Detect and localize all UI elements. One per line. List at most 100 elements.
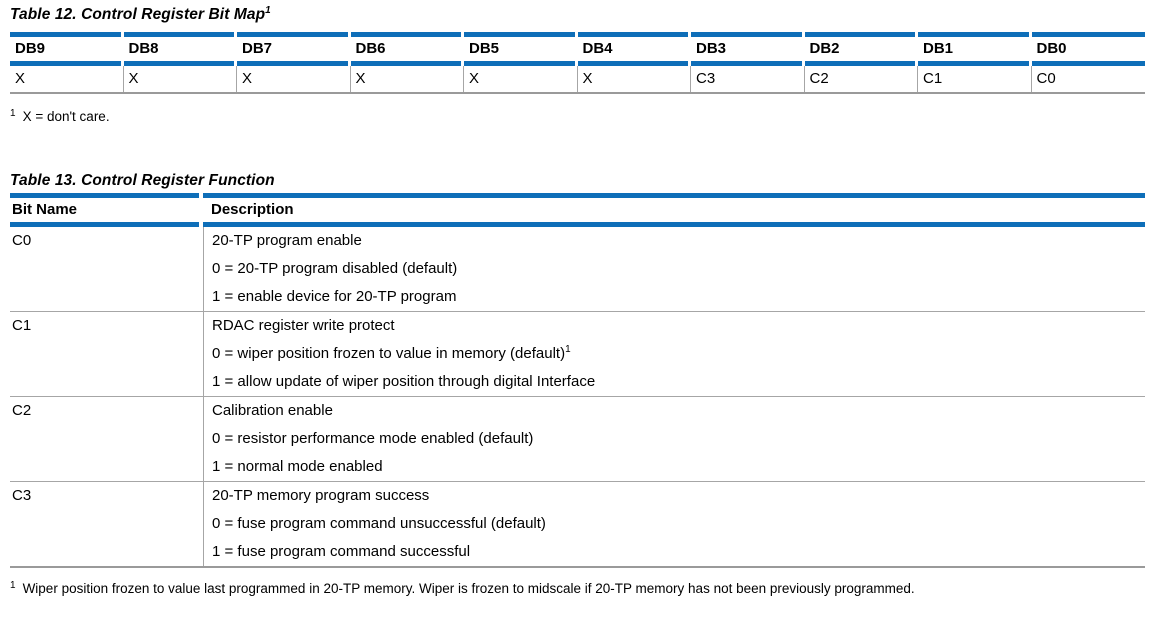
- bit-name-cell: C2: [12, 402, 32, 419]
- bit-name-cell: C3: [12, 487, 32, 504]
- blue-rule: [918, 61, 1029, 66]
- description-cell: RDAC register write protect 0 = wiper po…: [203, 312, 1145, 396]
- description-line: RDAC register write protect: [212, 317, 395, 334]
- bit-value-cell: X: [124, 66, 237, 92]
- bitmap-column: DB2 C2: [804, 32, 918, 92]
- bitmap-column: DB1 C1: [918, 32, 1032, 92]
- datasheet-page: Table 12. Control Register Bit Map1 DB9 …: [10, 4, 1145, 598]
- bitmap-column: DB9 X: [10, 32, 124, 92]
- bitmap-column: DB0 C0: [1031, 32, 1145, 92]
- description-line: 0 = resistor performance mode enabled (d…: [212, 430, 534, 447]
- column-header: Bit Name: [12, 201, 78, 218]
- blue-rule: [237, 32, 348, 37]
- bit-value-cell: C2: [805, 66, 918, 92]
- bit-value-cell: X: [351, 66, 464, 92]
- control-register-function-table: Bit Name Description C0 20-TP program en…: [10, 193, 1145, 568]
- table-13-title: Table 13. Control Register Function: [10, 172, 1145, 190]
- bit-value-cell: C3: [691, 66, 805, 92]
- blue-rule: [577, 61, 688, 66]
- blue-rule: [203, 193, 1145, 198]
- description-cell: 20-TP program enable 0 = 20-TP program d…: [203, 227, 1145, 311]
- table-row: C2 Calibration enable 0 = resistor perfo…: [10, 397, 1145, 482]
- column-header: DB5: [469, 40, 500, 57]
- description-header-column: Description: [203, 193, 1145, 227]
- description-line: 0 = fuse program command unsuccessful (d…: [212, 515, 546, 532]
- table-row: C3 20-TP memory program success 0 = fuse…: [10, 482, 1145, 568]
- blue-rule: [1031, 32, 1145, 37]
- function-table-header: Bit Name Description: [10, 193, 1145, 227]
- column-header: DB4: [582, 40, 613, 57]
- blue-rule: [804, 61, 915, 66]
- column-header: DB0: [1036, 40, 1067, 57]
- table-12-title-text: Table 12. Control Register Bit Map: [10, 6, 266, 23]
- blue-rule: [1031, 61, 1145, 66]
- table-12-title-superscript: 1: [265, 4, 271, 16]
- blue-rule: [464, 32, 575, 37]
- description-line: 1 = allow update of wiper position throu…: [212, 373, 596, 390]
- description-line: 1 = fuse program command successful: [212, 543, 471, 560]
- blue-rule: [464, 61, 575, 66]
- table-12-section: Table 12. Control Register Bit Map1 DB9 …: [10, 4, 1145, 126]
- table-row: C1 RDAC register write protect 0 = wiper…: [10, 312, 1145, 397]
- description-line: 1 = normal mode enabled: [212, 458, 383, 475]
- footnote-text: Wiper position frozen to value last prog…: [22, 581, 915, 596]
- bit-value-cell: X: [578, 66, 691, 92]
- blue-rule: [203, 222, 1145, 227]
- blue-rule: [123, 61, 234, 66]
- blue-rule: [918, 32, 1029, 37]
- bit-name-cell: C0: [12, 232, 32, 249]
- bit-value-cell: X: [237, 66, 351, 92]
- table-13-footnote: 1 Wiper position frozen to value last pro…: [10, 580, 1145, 598]
- column-header: Description: [211, 201, 294, 218]
- footnote-text: X = don't care.: [22, 109, 110, 124]
- table-row: C0 20-TP program enable 0 = 20-TP progra…: [10, 227, 1145, 312]
- description-line: 20-TP memory program success: [212, 487, 430, 504]
- blue-rule: [10, 222, 199, 227]
- bit-value-cell: X: [464, 66, 578, 92]
- column-header: DB7: [242, 40, 273, 57]
- blue-rule: [123, 32, 234, 37]
- table-13-title-text: Table 13. Control Register Function: [10, 172, 275, 189]
- footnote-reference: 1: [565, 344, 571, 355]
- bitmap-column: DB8 X: [123, 32, 237, 92]
- description-line: 20-TP program enable: [212, 232, 362, 249]
- description-line: 0 = wiper position frozen to value in me…: [212, 340, 1145, 368]
- blue-rule: [691, 61, 802, 66]
- bit-value-cell: C1: [918, 66, 1032, 92]
- description-cell: 20-TP memory program success 0 = fuse pr…: [203, 482, 1145, 566]
- blue-rule: [10, 61, 121, 66]
- blue-rule: [350, 32, 461, 37]
- table-13-section: Table 13. Control Register Function Bit …: [10, 172, 1145, 598]
- column-header: DB3: [696, 40, 727, 57]
- table-12-title: Table 12. Control Register Bit Map1: [10, 4, 1145, 24]
- footnote-marker: 1: [10, 107, 16, 119]
- bit-name-header-column: Bit Name: [10, 193, 203, 227]
- column-header: DB8: [128, 40, 159, 57]
- column-header: DB6: [355, 40, 386, 57]
- column-header: DB1: [923, 40, 954, 57]
- footnote-marker: 1: [10, 579, 16, 591]
- description-line: 0 = 20-TP program disabled (default): [212, 260, 458, 277]
- control-register-bitmap-table: DB9 X DB8 X DB7 X DB6 X: [10, 32, 1145, 94]
- description-cell: Calibration enable 0 = resistor performa…: [203, 397, 1145, 481]
- blue-rule: [237, 61, 348, 66]
- bitmap-column: DB4 X: [577, 32, 691, 92]
- blue-rule: [10, 193, 199, 198]
- description-line: 1 = enable device for 20-TP program: [212, 288, 457, 305]
- column-header: DB9: [15, 40, 46, 57]
- section-gap: [10, 126, 1145, 172]
- bitmap-column: DB7 X: [237, 32, 351, 92]
- bitmap-column: DB5 X: [464, 32, 578, 92]
- blue-rule: [10, 32, 121, 37]
- blue-rule: [577, 32, 688, 37]
- bit-name-cell: C1: [12, 317, 32, 334]
- bitmap-column: DB3 C3: [691, 32, 805, 92]
- description-line: Calibration enable: [212, 402, 333, 419]
- bit-value-cell: X: [10, 66, 124, 92]
- description-line-text: 0 = wiper position frozen to value in me…: [212, 345, 566, 362]
- table-12-footnote: 1 X = don't care.: [10, 108, 1145, 126]
- blue-rule: [691, 32, 802, 37]
- blue-rule: [350, 61, 461, 66]
- bit-value-cell: C0: [1036, 70, 1056, 87]
- column-header: DB2: [809, 40, 840, 57]
